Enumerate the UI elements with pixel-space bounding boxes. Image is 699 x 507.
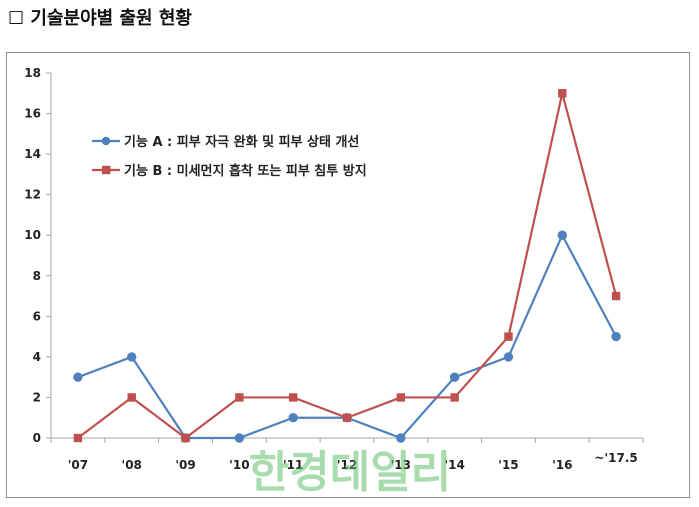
x-tick-label: ~'17.5 [594, 451, 637, 465]
x-tick-label: '12 [337, 458, 357, 472]
legend-item: 기능 B : 미세먼지 흡착 또는 피부 침투 방지 [92, 163, 367, 179]
legend-marker [102, 165, 111, 175]
x-tick-label: '09 [175, 458, 195, 472]
x-tick-label: '10 [229, 458, 249, 472]
data-point [504, 332, 513, 341]
data-point [557, 230, 567, 240]
data-point [181, 433, 190, 443]
chart-axes: 0 2 4 6 8 10 12 14 16 18 '07 '08 '09 '10 '11 '12 '13 '14 '… [24, 66, 644, 472]
data-point [449, 372, 460, 382]
data-point [288, 393, 298, 402]
data-point [611, 291, 621, 301]
legend-label: 기능 B : 미세먼지 흡착 또는 피부 침투 방지 [124, 163, 367, 179]
x-tick-label: '15 [498, 458, 518, 472]
x-tick-label: '11 [283, 458, 303, 472]
page-title: 기술분야별 출원 현황 [30, 8, 192, 29]
data-point [288, 413, 298, 423]
legend-label: 기능 A : 피부 자극 완화 및 피부 상태 개선 [124, 134, 359, 150]
data-point [558, 89, 567, 98]
y-tick-label: 16 [24, 107, 41, 121]
y-tick-label: 12 [24, 188, 41, 202]
y-tick-label: 4 [33, 350, 41, 364]
series-b [73, 89, 621, 443]
y-tick-label: 8 [33, 269, 41, 283]
y-tick-label: 6 [33, 309, 41, 323]
legend-marker [101, 136, 111, 146]
y-tick-label: 0 [33, 431, 41, 445]
data-point [73, 433, 83, 443]
checkbox-square-icon: ☐ [8, 8, 25, 29]
x-tick-label: '13 [391, 458, 411, 472]
data-point [503, 352, 514, 362]
data-point [234, 433, 245, 443]
x-tick-label: '07 [68, 458, 88, 472]
series-a [73, 230, 621, 443]
data-point [235, 393, 244, 402]
data-point [73, 372, 83, 382]
y-tick-label: 2 [33, 390, 41, 404]
page-heading: ☐ 기술분야별 출원 현황 [8, 4, 192, 30]
x-tick-label: '08 [122, 458, 142, 472]
x-tick-label: '16 [552, 458, 572, 472]
y-tick-label: 10 [24, 228, 41, 242]
y-tick-label: 14 [24, 147, 41, 161]
watermark-text: 한경데일리 [249, 447, 451, 498]
data-point [396, 433, 406, 443]
chart-frame [6, 52, 690, 498]
data-point [127, 352, 137, 362]
data-point [127, 393, 136, 402]
data-point [396, 393, 406, 402]
data-point [611, 331, 621, 342]
x-tick-label: '14 [444, 458, 464, 472]
data-point [450, 393, 459, 402]
chart-series [73, 89, 621, 443]
data-point [342, 413, 352, 422]
legend-item: 기능 A : 피부 자극 완화 및 피부 상태 개선 [92, 134, 359, 150]
series-line [77, 234, 618, 440]
y-tick-label: 18 [24, 66, 41, 80]
